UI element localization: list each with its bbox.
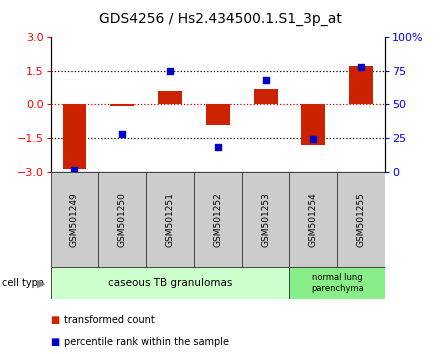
Text: GSM501252: GSM501252	[213, 192, 222, 247]
Text: GSM501249: GSM501249	[70, 192, 79, 247]
Point	[262, 78, 269, 83]
Text: GSM501251: GSM501251	[165, 192, 175, 247]
Point	[310, 137, 317, 142]
Bar	[253, 89, 278, 104]
Bar	[194, 172, 242, 267]
Point	[358, 64, 365, 70]
Bar	[301, 104, 325, 145]
Bar	[242, 172, 290, 267]
Text: percentile rank within the sample: percentile rank within the sample	[64, 337, 229, 347]
Bar	[337, 172, 385, 267]
Bar	[290, 267, 385, 299]
Bar	[110, 104, 134, 105]
Bar	[99, 172, 146, 267]
Bar	[51, 172, 99, 267]
Bar	[146, 172, 194, 267]
Text: caseous TB granulomas: caseous TB granulomas	[108, 278, 232, 288]
Point	[214, 145, 221, 150]
Text: GDS4256 / Hs2.434500.1.S1_3p_at: GDS4256 / Hs2.434500.1.S1_3p_at	[99, 12, 341, 27]
Point	[71, 167, 78, 173]
Text: ■: ■	[51, 315, 60, 325]
Point	[166, 68, 173, 74]
Text: GSM501253: GSM501253	[261, 192, 270, 247]
Text: normal lung
parenchyma: normal lung parenchyma	[311, 274, 363, 293]
Text: GSM501255: GSM501255	[356, 192, 366, 247]
Text: ■: ■	[51, 337, 60, 347]
Bar	[51, 267, 290, 299]
Bar	[206, 104, 230, 125]
Text: transformed count: transformed count	[64, 315, 154, 325]
Bar	[349, 66, 373, 104]
Text: GSM501254: GSM501254	[309, 192, 318, 247]
Text: ▶: ▶	[37, 278, 45, 288]
Bar	[290, 172, 337, 267]
Bar	[158, 91, 182, 104]
Bar	[62, 104, 86, 170]
Text: GSM501250: GSM501250	[118, 192, 127, 247]
Point	[119, 131, 126, 137]
Text: cell type: cell type	[2, 278, 44, 288]
